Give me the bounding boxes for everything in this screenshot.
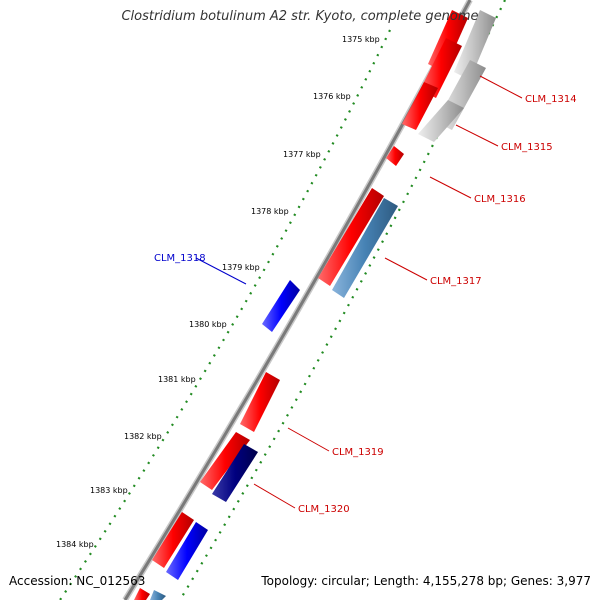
leader-line-clm1318 — [195, 257, 247, 285]
feature-top-gray — [454, 10, 496, 80]
gene-label-clm1317: CLM_1317 — [430, 276, 482, 287]
tick-label-5: 1380 kbp — [189, 320, 227, 329]
tick-label-7: 1382 kbp — [124, 432, 162, 441]
feature-bottom-red-b — [134, 588, 150, 600]
gene-label-clm1315: CLM_1315 — [501, 142, 553, 153]
leader-line-clm1315 — [455, 124, 499, 147]
feature-clm1315-red — [402, 82, 438, 130]
feature-clm1317-red — [318, 188, 384, 286]
tick-label-9: 1384 kbp — [56, 540, 94, 549]
leader-line-clm1314 — [479, 75, 523, 99]
feature-clm1317-steel — [332, 198, 398, 298]
gene-label-clm1320: CLM_1320 — [298, 504, 350, 515]
tick-label-0: 1375 kbp — [342, 35, 380, 44]
gene-labels: CLM_1314 CLM_1315 CLM_1316 CLM_1317 CLM_1318… — [154, 94, 577, 515]
gene-label-clm1319: CLM_1319 — [332, 447, 384, 458]
gene-label-lines — [195, 75, 523, 509]
feature-clm1316 — [386, 146, 404, 166]
leader-line-clm1320 — [253, 483, 296, 509]
feature-bottom-blue — [166, 522, 208, 580]
feature-clm1319-a — [240, 372, 280, 432]
tick-labels: 1375 kbp 1376 kbp 1377 kbp 1378 kbp 1379 kbp… — [56, 35, 380, 549]
feature-clm1314-red — [420, 38, 462, 98]
gene-label-clm1314: CLM_1314 — [525, 94, 577, 105]
tick-label-4: 1379 kbp — [222, 263, 260, 272]
tick-dots-outer — [59, 29, 391, 600]
tick-label-3: 1378 kbp — [251, 207, 289, 216]
feature-clm1315-gray — [418, 100, 464, 142]
feature-clm1320 — [212, 444, 258, 502]
topology-summary: Topology: circular; Length: 4,155,278 bp… — [261, 574, 591, 588]
tick-label-8: 1383 kbp — [90, 486, 128, 495]
feature-bottom-steel — [150, 590, 166, 600]
map-title: Clostridium botulinum A2 str. Kyoto, com… — [121, 9, 479, 24]
accession-text: Accession: NC_012563 — [9, 574, 146, 588]
gene-label-clm1316: CLM_1316 — [474, 194, 526, 205]
gene-label-clm1318: CLM_1318 — [154, 253, 206, 264]
feature-track — [134, 10, 496, 600]
tick-label-6: 1381 kbp — [158, 375, 196, 384]
feature-clm1318 — [262, 280, 300, 332]
leader-line-clm1317 — [384, 257, 428, 281]
tick-label-2: 1377 kbp — [283, 150, 321, 159]
feature-clm1319-b — [200, 432, 250, 490]
tick-label-1: 1376 kbp — [313, 92, 351, 101]
feature-bottom-red-a — [152, 512, 194, 568]
leader-line-clm1316 — [429, 176, 472, 199]
leader-line-clm1319 — [287, 427, 330, 452]
